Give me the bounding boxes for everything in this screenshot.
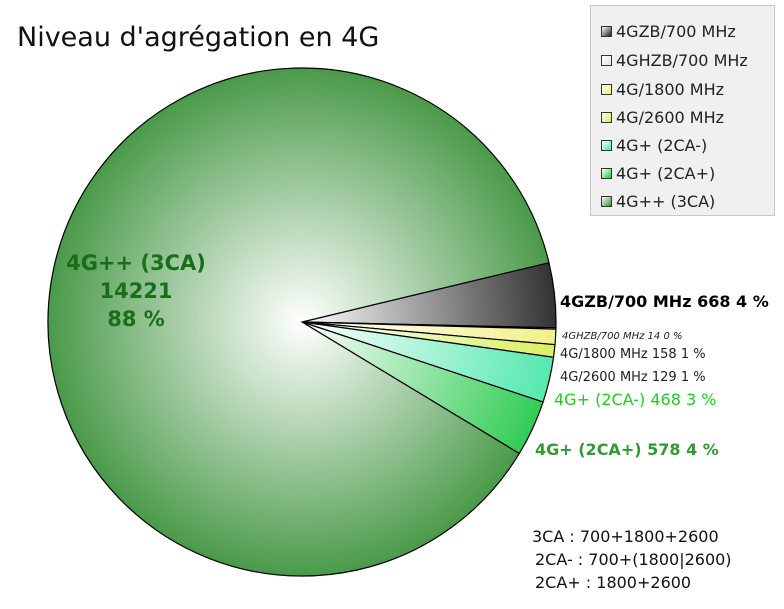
- legend-label-2: 4G/1800 MHz: [616, 79, 725, 99]
- data-label-4g-2600-mhz: 4G/2600 MHz 129 1 %: [560, 370, 706, 385]
- legend-label-3: 4G/2600 MHz: [616, 107, 725, 127]
- legend-label-0: 4GZB/700 MHz: [616, 21, 736, 41]
- legend-swatch-5: [601, 167, 612, 179]
- legend-item-5: 4G+ (2CA+): [601, 163, 715, 183]
- notes: 3CA : 700+1800+2600 2CA- : 700+(1800|260…: [532, 525, 732, 594]
- note-3ca: 3CA : 700+1800+2600: [532, 527, 719, 546]
- data-label-4g-2ca-: 4G+ (2CA+) 578 4 %: [535, 440, 719, 459]
- legend-swatch-3: [601, 111, 612, 123]
- legend-item-3: 4G/2600 MHz: [601, 107, 724, 127]
- data-label-4g-2ca-: 4G+ (2CA-) 468 3 %: [554, 390, 716, 409]
- legend-item-2: 4G/1800 MHz: [601, 79, 724, 99]
- legend-item-0: 4GZB/700 MHz: [601, 21, 736, 41]
- data-label-4gzb-700-mhz: 4GZB/700 MHz 668 4 %: [560, 292, 769, 311]
- data-label-4g-1800-mhz: 4G/1800 MHz 158 1 %: [560, 347, 706, 362]
- legend-swatch-0: [601, 25, 612, 37]
- note-2ca-plus: 2CA+ : 1800+2600: [535, 573, 692, 592]
- legend-label-5: 4G+ (2CA+): [616, 163, 716, 183]
- chart-title: Niveau d'agrégation en 4G: [17, 22, 380, 53]
- data-label-4g-3ca-: 4G++ (3CA) 14221 88 %: [66, 251, 206, 331]
- legend-item-6: 4G++ (3CA): [601, 191, 715, 211]
- pie-slice-4g-3ca-: [47, 67, 550, 577]
- legend-swatch-4: [601, 139, 612, 151]
- legend: 4GZB/700 MHz 4GHZB/700 MHz 4G/1800 MHz 4…: [590, 5, 775, 216]
- note-2ca-minus: 2CA- : 700+(1800|2600): [535, 550, 732, 569]
- legend-label-1: 4GHZB/700 MHz: [616, 50, 748, 70]
- legend-label-4: 4G+ (2CA-): [616, 135, 708, 155]
- legend-swatch-1: [601, 54, 612, 66]
- legend-item-1: 4GHZB/700 MHz: [601, 50, 748, 70]
- legend-item-4: 4G+ (2CA-): [601, 135, 707, 155]
- data-label-4ghzb-700-mhz: 4GHZB/700 MHz 14 0 %: [562, 331, 683, 342]
- legend-label-6: 4G++ (3CA): [616, 191, 716, 211]
- legend-swatch-6: [601, 195, 612, 207]
- legend-swatch-2: [601, 83, 612, 95]
